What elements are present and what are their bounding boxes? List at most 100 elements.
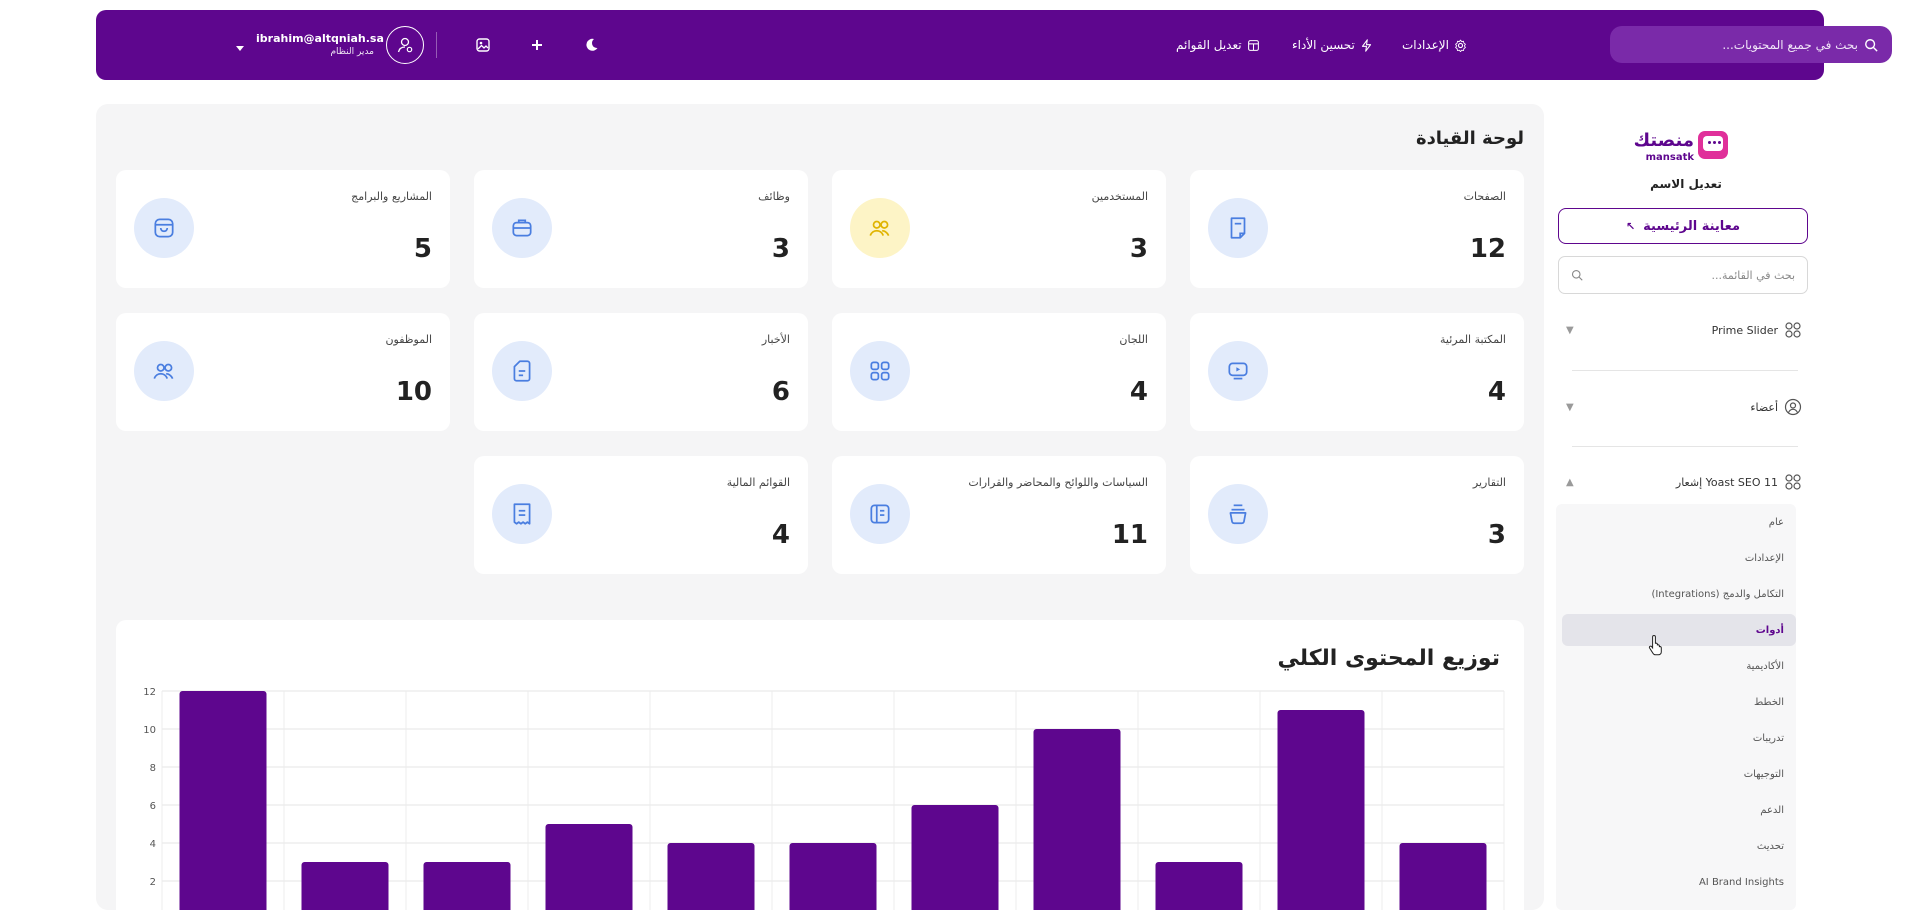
submenu-item[interactable]: تدريبات	[1752, 732, 1784, 744]
stat-value: 12	[1469, 234, 1506, 264]
yoast-submenu: عام الإعدادات التكامل والدمج (Integratio…	[1556, 504, 1796, 910]
menu-item-members[interactable]: أعضاء ▼	[1566, 394, 1802, 420]
chart-bar[interactable]	[1399, 843, 1487, 910]
chevron-up-icon: ▲	[1566, 476, 1574, 488]
user-info[interactable]: ibrahim@altqniah.sa مدير النظام	[256, 32, 384, 57]
user-dropdown-caret[interactable]	[236, 46, 244, 51]
submenu-item[interactable]: التكامل والدمج (Integrations)	[1651, 588, 1784, 600]
stat-card-employees[interactable]: الموظفون 10	[116, 313, 450, 431]
chart-bar[interactable]	[1155, 862, 1243, 910]
y-tick-label: 12	[143, 687, 156, 698]
submenu-item-active[interactable]: أدوات	[1562, 614, 1796, 646]
brand-logo[interactable]: منصتك mansatk	[1634, 128, 1738, 166]
hand-cursor-icon	[1648, 634, 1662, 656]
search-placeholder: بحث في جميع المحتويات...	[1722, 37, 1858, 52]
menu-label: أعضاء	[1750, 400, 1778, 414]
logo-text-ar: منصتك	[1633, 130, 1694, 151]
report-icon	[1208, 484, 1268, 544]
image-icon	[476, 38, 490, 52]
plus-icon	[532, 40, 542, 50]
menu-label: Yoast SEO 11 إشعار	[1675, 475, 1778, 489]
submenu-item[interactable]: تحديث	[1756, 840, 1784, 852]
submenu-item[interactable]: عام	[1768, 516, 1784, 528]
edit-name-link[interactable]: تعديل الاسم	[1650, 177, 1722, 191]
stat-label: الموظفون	[385, 333, 432, 346]
stat-card-projects[interactable]: المشاريع والبرامج 5	[116, 170, 450, 288]
stat-label: اللجان	[1119, 333, 1148, 346]
menu-item-prime-slider[interactable]: Prime Slider ▼	[1566, 317, 1802, 343]
stat-card-media-library[interactable]: المكتبة المرئية 4	[1190, 313, 1524, 431]
bar-chart: 2 4 6 8 10 12	[143, 687, 1505, 910]
chart-bar[interactable]	[545, 824, 633, 910]
chart-bar[interactable]	[667, 843, 755, 910]
page-title: لوحة القيادة	[1415, 128, 1524, 149]
search-icon	[1865, 38, 1878, 52]
preview-home-button[interactable]: معاينة الرئيسية ↖	[1558, 208, 1808, 244]
nav-edit-menus-label: تعديل القوائم	[1176, 38, 1242, 52]
list-icon	[1247, 39, 1259, 51]
submenu-item[interactable]: التوجيهات	[1743, 768, 1784, 780]
content-distribution-chart-panel: توزيع المحتوى الكلي 2 4 6 8 10 12	[116, 620, 1524, 910]
stat-label: المشاريع والبرامج	[351, 190, 432, 203]
nav-settings[interactable]: الإعدادات	[1402, 10, 1467, 80]
stat-card-pages[interactable]: الصفحات 12	[1190, 170, 1524, 288]
stat-label: الصفحات	[1463, 190, 1506, 203]
divider	[1572, 446, 1798, 447]
add-button[interactable]	[526, 34, 548, 56]
submenu-item[interactable]: الأكاديمية	[1746, 660, 1784, 672]
y-tick-label: 4	[150, 839, 156, 850]
user-circle-icon	[1784, 398, 1802, 416]
nav-performance[interactable]: تحسين الأداء	[1292, 10, 1373, 80]
dark-mode-toggle[interactable]	[580, 34, 602, 56]
book-icon	[850, 484, 910, 544]
chart-bar[interactable]	[1277, 710, 1365, 910]
chart-title: توزيع المحتوى الكلي	[1277, 646, 1500, 671]
submenu-item[interactable]: الدعم	[1760, 804, 1784, 816]
stat-label: الأخبار	[761, 333, 790, 346]
stat-card-jobs[interactable]: وظائف 3	[474, 170, 808, 288]
lightning-icon	[1361, 38, 1371, 52]
stat-value: 10	[395, 377, 432, 407]
stat-card-reports[interactable]: التقارير 3	[1190, 456, 1524, 574]
nav-settings-label: الإعدادات	[1402, 38, 1449, 52]
grid-icon	[850, 341, 910, 401]
menu-item-yoast-seo[interactable]: Yoast SEO 11 إشعار ▲	[1566, 469, 1802, 495]
chevron-down-icon: ▼	[1566, 324, 1574, 336]
chevron-down-icon: ▼	[1566, 401, 1574, 413]
y-tick-label: 6	[150, 801, 156, 812]
y-tick-label: 2	[150, 877, 156, 888]
stat-value: 6	[771, 377, 790, 407]
receipt-icon	[492, 484, 552, 544]
stat-card-users[interactable]: المستخدمين 3	[832, 170, 1166, 288]
bag-icon	[134, 198, 194, 258]
submenu-item[interactable]: الإعدادات	[1744, 552, 1784, 564]
external-arrow-icon: ↖	[1625, 219, 1636, 233]
user-avatar[interactable]	[386, 26, 424, 64]
stat-value: 4	[1487, 377, 1506, 407]
global-search-input[interactable]: بحث في جميع المحتويات...	[1610, 26, 1892, 63]
chart-bar[interactable]	[911, 805, 999, 910]
stat-card-news[interactable]: الأخبار 6	[474, 313, 808, 431]
user-email: ibrahim@altqniah.sa	[256, 32, 384, 45]
search-icon	[1571, 269, 1583, 281]
menu-search-input[interactable]: بحث في القائمة...	[1558, 256, 1808, 294]
submenu-item[interactable]: الخطط	[1754, 696, 1784, 708]
stat-value: 3	[1129, 234, 1148, 264]
y-tick-label: 8	[150, 763, 156, 774]
stat-card-committees[interactable]: اللجان 4	[832, 313, 1166, 431]
stat-card-financial-statements[interactable]: القوائم المالية 4	[474, 456, 808, 574]
top-bar: بحث في جميع المحتويات... الإعدادات تحسين…	[96, 10, 1892, 80]
stat-card-policies[interactable]: السياسات واللوائح والمحاضر والقرارات 11	[832, 456, 1166, 574]
users-icon	[850, 198, 910, 258]
chart-bar[interactable]	[179, 691, 267, 910]
apps-icon	[1785, 322, 1801, 338]
submenu-item[interactable]: AI Brand Insights	[1698, 876, 1784, 888]
image-button[interactable]	[472, 34, 494, 56]
video-icon	[1208, 341, 1268, 401]
chart-bar[interactable]	[789, 843, 877, 910]
chart-bar[interactable]	[1033, 729, 1121, 910]
nav-edit-menus[interactable]: تعديل القوائم	[1176, 10, 1260, 80]
chart-bar[interactable]	[423, 862, 511, 910]
chart-bar[interactable]	[301, 862, 389, 910]
stat-label: التقارير	[1472, 476, 1506, 489]
